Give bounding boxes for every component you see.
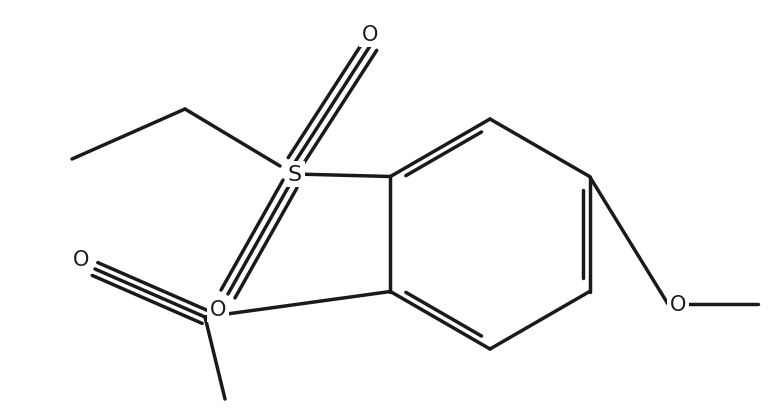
Text: S: S xyxy=(288,164,302,184)
Text: O: O xyxy=(362,25,378,45)
Text: O: O xyxy=(210,299,226,319)
Text: O: O xyxy=(670,294,686,314)
Text: O: O xyxy=(73,249,89,270)
